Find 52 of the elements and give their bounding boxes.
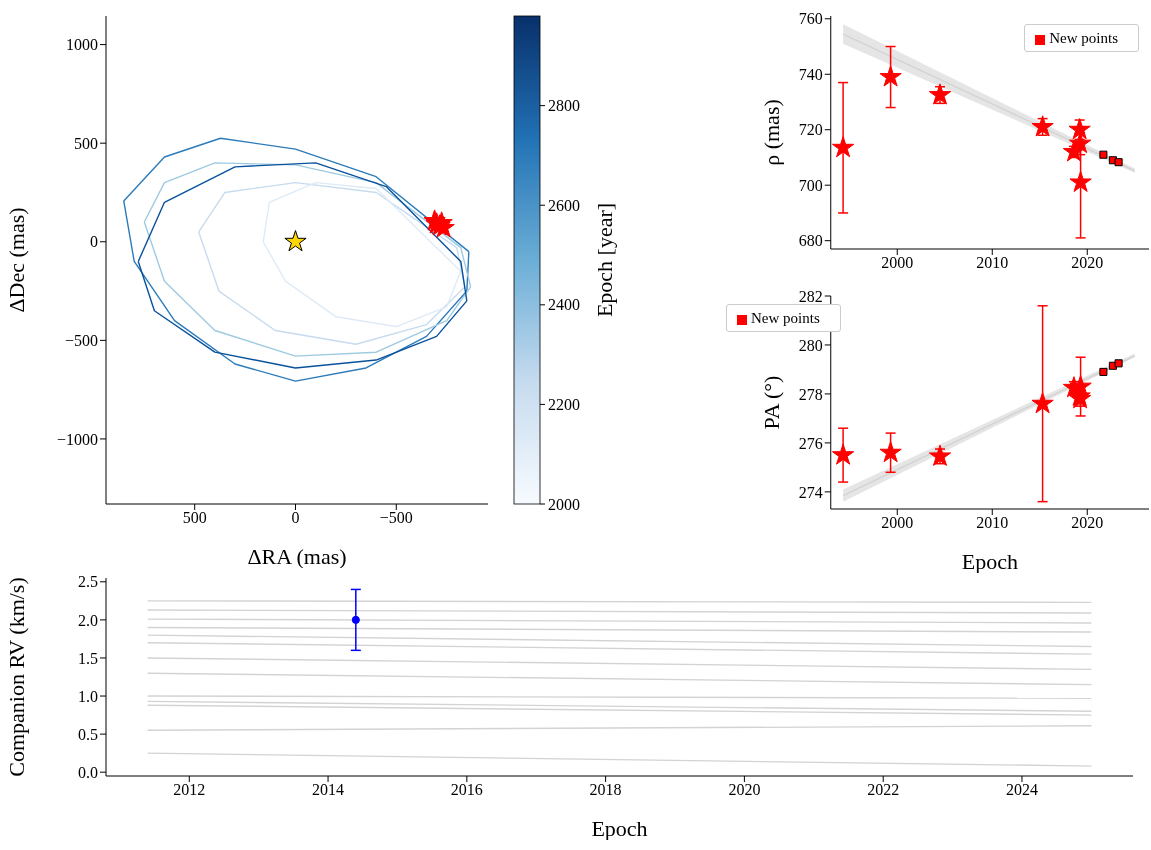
color-bar-label: 2200 [548,395,580,413]
y-tick-label: 2.0 [78,611,98,629]
y-axis-title: Companion RV (km/s) [3,577,29,777]
y-tick-label: 1.0 [78,687,98,705]
color-bar-label: 2000 [548,495,580,513]
x-tick-label: 2022 [867,781,900,799]
x-axis-title: ΔRA (mas) [247,544,347,569]
x-tick-label: 2000 [881,254,914,272]
y-tick-label: 278 [798,385,823,403]
y-tick-label: −1000 [56,430,98,448]
y-tick-label: 500 [74,134,98,152]
color-bar-label: 2400 [548,296,580,314]
y-tick-label: 0.0 [78,763,98,781]
y-tick-label: 274 [798,483,823,501]
y-tick-label: 0 [90,233,98,251]
legend-label: New points [1049,30,1118,46]
x-tick-label: 2020 [1071,254,1104,272]
x-tick-label: 2024 [1005,781,1038,799]
y-tick-label: 282 [798,287,823,305]
color-bar-title: Epoch [year] [592,202,617,318]
y-axis-title: ΔDec (mas) [3,207,29,313]
color-bar-label: 2600 [548,196,580,214]
y-tick-label: 720 [798,121,823,139]
x-tick-label: 2010 [976,514,1009,532]
y-tick-label: 740 [798,65,823,83]
y-tick-label: 0.5 [78,725,98,743]
x-tick-label: 2018 [589,781,622,799]
x-tick-label: 2014 [312,781,345,799]
y-tick-label: 1.5 [78,649,98,667]
color-bar-label: 2800 [548,97,580,115]
y-tick-label: 276 [798,434,823,452]
x-tick-label: 500 [182,509,207,527]
y-tick-label: 2.5 [78,573,98,591]
x-tick-label: 2000 [881,514,914,532]
y-tick-label: 1000 [66,36,98,54]
x-tick-label: 2020 [1071,514,1104,532]
y-tick-label: 700 [798,176,823,194]
x-tick-label: 2016 [450,781,483,799]
x-tick-label: −500 [379,509,413,527]
x-tick-label: 2020 [728,781,761,799]
x-axis-title: Epoch [591,816,648,841]
x-axis-title: Epoch [961,549,1018,574]
x-tick-label: 2012 [173,781,206,799]
y-tick-label: 760 [798,10,823,28]
y-tick-label: −500 [64,332,98,350]
y-tick-label: 680 [798,232,823,250]
legend-label: New points [751,310,820,326]
y-axis-title: PA (°) [758,375,784,430]
y-axis-title: ρ (mas) [758,99,784,166]
y-tick-label: 280 [798,336,823,354]
x-tick-label: 0 [291,509,300,527]
x-tick-label: 2010 [976,254,1009,272]
